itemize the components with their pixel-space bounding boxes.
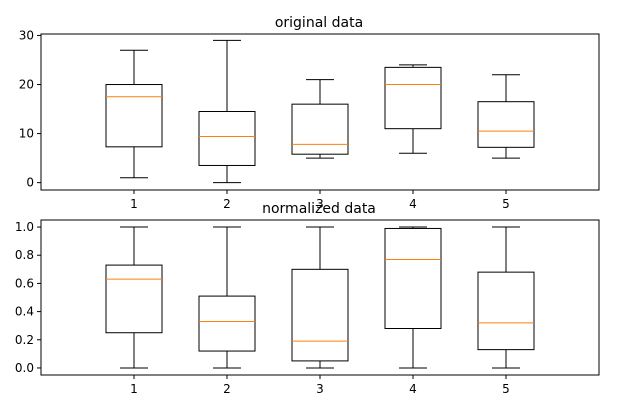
box-2 xyxy=(198,111,256,166)
box-4 xyxy=(384,66,442,130)
x-tick-label: 2 xyxy=(223,197,231,211)
y-tick-label: 20 xyxy=(19,78,34,92)
x-tick-label: 5 xyxy=(502,382,510,396)
box-2 xyxy=(198,295,256,352)
x-tick-label: 3 xyxy=(316,382,324,396)
subplot-normalized-data: 0.0 0.2 0.4 0.6 0.8 1.0 1 2 3 4 5 normalized data xyxy=(15,201,600,396)
chart-title: original data xyxy=(275,15,363,31)
y-tick-label: 10 xyxy=(19,127,34,141)
y-tick-label: 0.0 xyxy=(15,361,34,375)
y-tick-label: 0.8 xyxy=(15,248,34,262)
y-tick-label: 0 xyxy=(26,176,34,190)
x-tick-label: 3 xyxy=(316,197,324,211)
axes-frame xyxy=(40,33,600,191)
box-3 xyxy=(291,103,349,155)
x-tick-label: 1 xyxy=(130,382,138,396)
y-tick-label: 0.4 xyxy=(15,305,34,319)
box-4 xyxy=(384,227,442,329)
x-tick-label: 5 xyxy=(502,197,510,211)
y-tick-label: 30 xyxy=(19,28,34,42)
subplot-original-data: 0 10 20 30 1 2 3 4 5 original data xyxy=(19,15,600,211)
box-1 xyxy=(105,264,163,334)
y-tick-label: 0.6 xyxy=(15,276,34,290)
box-3 xyxy=(291,268,349,362)
box-5 xyxy=(477,101,535,148)
chart-title: normalized data xyxy=(262,201,376,217)
box-1 xyxy=(105,84,163,148)
x-tick-label: 1 xyxy=(130,197,138,211)
y-tick-label: 0.2 xyxy=(15,333,34,347)
box-5 xyxy=(477,271,535,351)
x-tick-label: 2 xyxy=(223,382,231,396)
x-tick-label: 4 xyxy=(409,382,417,396)
y-tick-label: 1.0 xyxy=(15,220,34,234)
x-tick-label: 4 xyxy=(409,197,417,211)
